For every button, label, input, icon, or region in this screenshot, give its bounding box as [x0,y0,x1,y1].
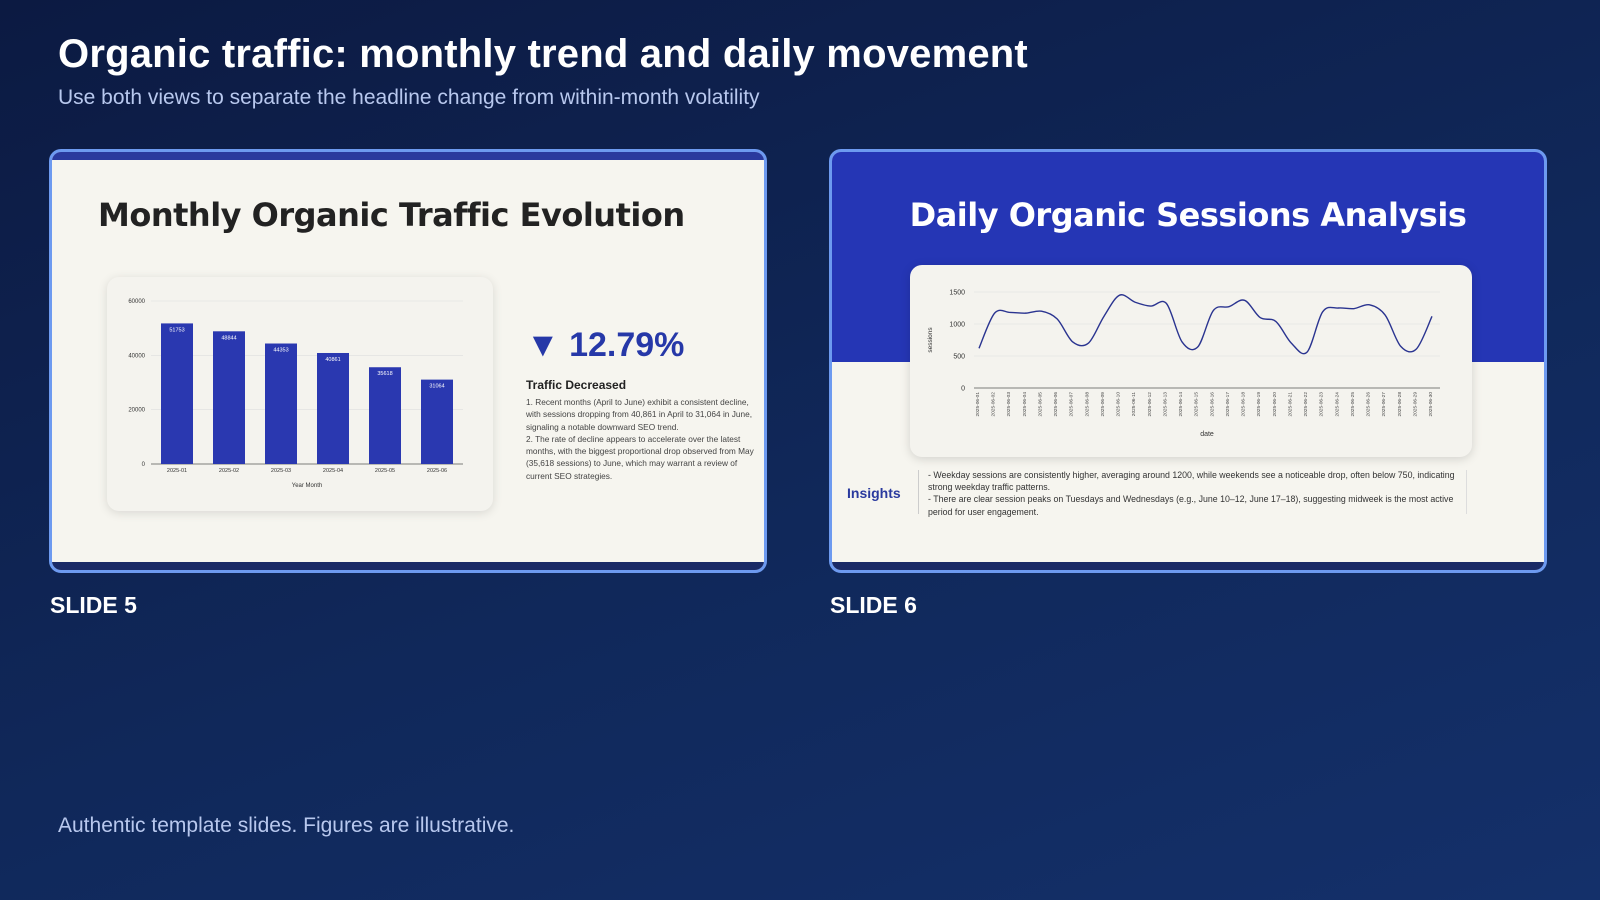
bar-value-label: 48844 [221,335,236,341]
insight-item: - Weekday sessions are consistently high… [928,470,1455,493]
x-tick-label: 2025-02 [219,468,239,474]
y-tick-label: 20000 [128,408,145,414]
x-tick-label: 2025-06-11 [1131,392,1137,417]
x-tick-label: 2025-06-06 [1053,392,1059,417]
x-tick-label: 2025-06-18 [1241,392,1247,417]
x-tick-label: 2025-06-24 [1334,392,1340,417]
x-tick-label: 2025-01 [167,468,187,474]
slide-5-thumbnail[interactable]: Monthly Organic Traffic Evolution 0 20000… [49,149,767,573]
x-tick-label: 2025-06-17 [1225,392,1231,417]
page-title: Organic traffic: monthly trend and daily… [58,32,1028,76]
x-tick-label: 2025-06-21 [1287,392,1293,417]
y-tick-label: 1000 [949,322,965,329]
bar-chart-card: 0 20000 40000 60000 51753 2025-01 48844 2025-02… [107,277,493,511]
x-axis-label: date [1200,431,1214,438]
x-tick-label: 2025-06-12 [1147,392,1153,417]
y-tick-label: 0 [961,386,965,393]
bar [317,352,349,464]
x-tick-label: 2025-06-10 [1116,392,1122,417]
line-chart-card: 0 500 1000 1500 2025-06-01 2025-06-02 2025-06-… [910,265,1472,457]
x-tick-label: 2025-06-23 [1319,392,1325,417]
slide-title: Monthly Organic Traffic Evolution [98,196,685,234]
kpi-point: 1. Recent months (April to June) exhibit… [526,397,752,432]
x-tick-label: 2025-06-02 [991,392,997,417]
bar [421,379,453,464]
y-tick-label: 60000 [128,299,145,305]
insight-item: - There are clear session peaks on Tuesd… [928,494,1454,517]
x-tick-label: 2025-06-25 [1350,392,1356,417]
x-tick-label: 2025-03 [271,468,291,474]
daily-line-chart: 0 500 1000 1500 2025-06-01 2025-06-02 2025-06-… [927,290,1440,438]
x-tick-label: 2025-06-28 [1397,392,1403,417]
slide-6-thumbnail[interactable]: Daily Organic Sessions Analysis 0 500 1000… [829,149,1547,573]
x-tick-label: 2025-06 [427,468,447,474]
x-tick-label: 2025-06-09 [1100,392,1106,417]
bar-value-label: 40861 [325,357,340,363]
y-tick-label: 500 [953,354,965,361]
x-tick-label: 2025-06-07 [1069,392,1075,417]
bar-value-label: 35618 [377,371,392,377]
x-tick-label: 2025-06-16 [1209,392,1215,417]
slide-top-bar [52,152,764,160]
insights-divider-right [1466,470,1467,514]
sessions-line [978,294,1433,355]
x-tick-label: 2025-06-13 [1162,392,1168,417]
y-axis-label: sessions [927,327,934,353]
x-tick-label: 2025-04 [323,468,343,474]
y-tick-label: 0 [142,462,146,468]
insights-divider [918,470,919,514]
x-tick-label: 2025-05 [375,468,395,474]
kpi-point: 2. The rate of decline appears to accele… [526,433,754,481]
insights-label: Insights [847,485,901,501]
insights-text: - Weekday sessions are consistently high… [928,469,1462,518]
bar [369,367,401,464]
bar [213,331,245,464]
x-tick-label: 2025-06-20 [1272,392,1278,417]
x-axis-label: Year Month [292,483,322,489]
bar [265,343,297,464]
kpi-heading: Traffic Decreased [526,378,627,392]
x-tick-label: 2025-06-03 [1006,392,1012,417]
x-tick-label: 2025-06-05 [1037,392,1043,417]
slide-bottom-bar [52,562,764,570]
kpi-description: 1. Recent months (April to June) exhibit… [526,396,754,482]
y-tick-label: 40000 [128,353,145,359]
x-tick-label: 2025-06-01 [975,392,981,417]
x-tick-label: 2025-06-08 [1084,392,1090,417]
bar-value-label: 51753 [169,327,184,333]
slide-caption: SLIDE 6 [830,592,917,618]
x-tick-label: 2025-06-19 [1256,392,1262,417]
slide-title: Daily Organic Sessions Analysis [909,196,1467,234]
x-tick-label: 2025-06-29 [1412,392,1418,417]
x-tick-label: 2025-06-22 [1303,392,1309,417]
x-tick-label: 2025-06-27 [1381,392,1387,417]
footer-note: Authentic template slides. Figures are i… [58,814,515,837]
x-tick-label: 2025-06-14 [1178,392,1184,417]
x-tick-label: 2025-06-26 [1366,392,1372,417]
bar [161,323,193,464]
bar-value-label: 31064 [429,384,444,390]
x-tick-label: 2025-06-04 [1022,392,1028,417]
kpi-change-value: ▼ 12.79% [526,326,685,364]
x-tick-label: 2025-06-15 [1194,392,1200,417]
slide-bottom-bar [832,562,1544,570]
y-tick-label: 1500 [949,290,965,297]
monthly-bar-chart: 0 20000 40000 60000 51753 2025-01 48844 2025-02… [128,299,463,489]
bar-value-label: 44353 [273,348,288,354]
x-tick-label: 2025-06-30 [1428,392,1434,417]
slide-caption: SLIDE 5 [50,592,137,618]
page-subtitle: Use both views to separate the headline … [58,86,760,109]
